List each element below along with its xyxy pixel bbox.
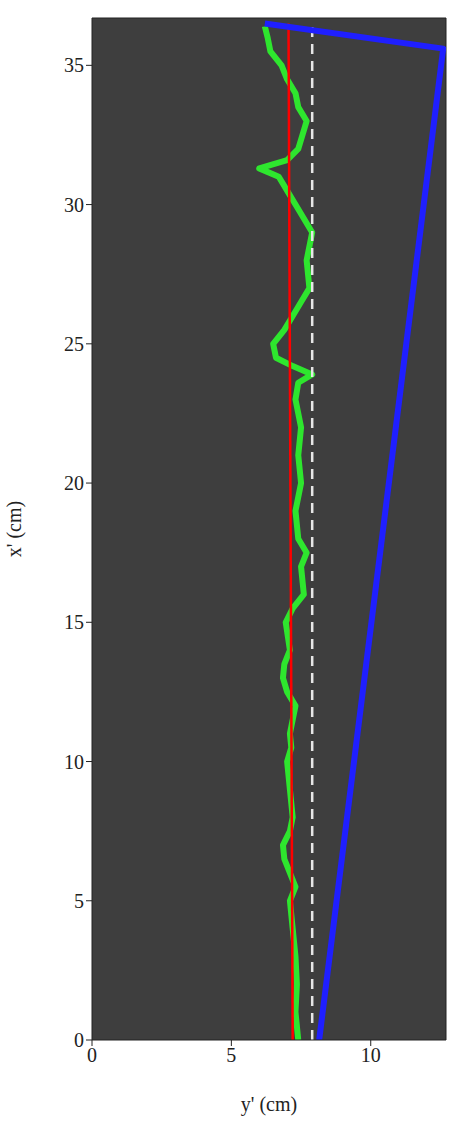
svg-text:10: 10 [361,1044,381,1066]
svg-text:25: 25 [64,333,84,355]
svg-text:35: 35 [64,54,84,76]
svg-text:15: 15 [64,611,84,633]
svg-text:10: 10 [64,751,84,773]
svg-text:20: 20 [64,472,84,494]
svg-text:30: 30 [64,194,84,216]
svg-text:0: 0 [87,1044,97,1066]
svg-text:y' (cm): y' (cm) [241,1093,297,1116]
svg-text:5: 5 [74,890,84,912]
svg-text:x' (cm): x' (cm) [3,501,26,557]
svg-text:0: 0 [74,1029,84,1051]
svg-text:5: 5 [226,1044,236,1066]
